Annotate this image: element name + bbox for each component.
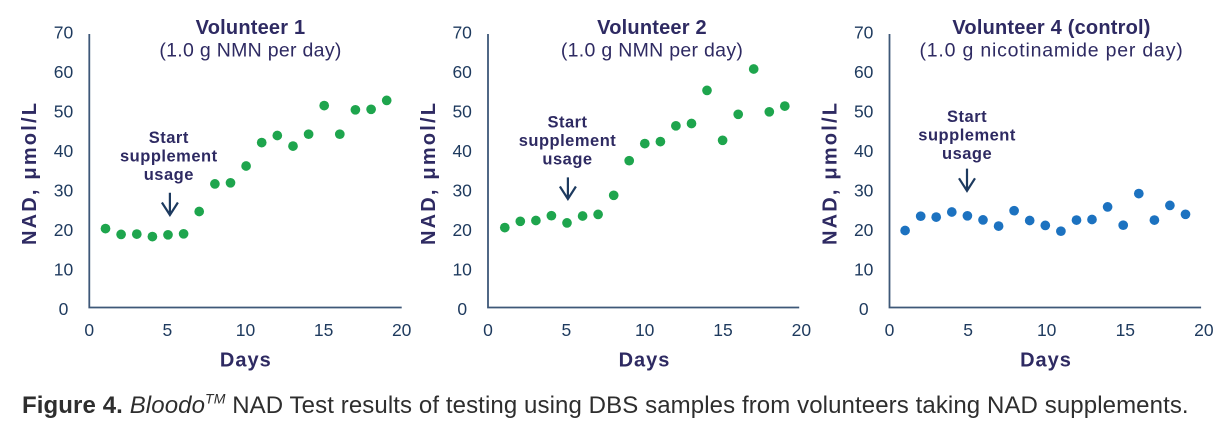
svg-text:20: 20 bbox=[54, 220, 74, 240]
svg-text:10: 10 bbox=[236, 320, 256, 340]
svg-text:20: 20 bbox=[452, 220, 472, 240]
svg-text:Volunteer 2: Volunteer 2 bbox=[597, 17, 707, 39]
svg-text:0: 0 bbox=[885, 320, 895, 340]
svg-text:10: 10 bbox=[635, 320, 655, 340]
svg-text:30: 30 bbox=[854, 180, 874, 200]
svg-text:supplement: supplement bbox=[519, 132, 617, 150]
svg-text:usage: usage bbox=[942, 145, 992, 163]
svg-text:40: 40 bbox=[54, 141, 74, 161]
svg-text:(1.0 g nicotinamide per day): (1.0 g nicotinamide per day) bbox=[919, 40, 1183, 62]
svg-text:Volunteer 4 (control): Volunteer 4 (control) bbox=[952, 17, 1150, 39]
svg-text:20: 20 bbox=[854, 220, 874, 240]
svg-text:Start: Start bbox=[547, 113, 587, 131]
svg-text:5: 5 bbox=[562, 320, 572, 340]
svg-text:usage: usage bbox=[542, 151, 592, 169]
svg-text:50: 50 bbox=[854, 101, 874, 121]
svg-text:NAD, μmol/L: NAD, μmol/L bbox=[418, 101, 440, 245]
svg-text:60: 60 bbox=[54, 62, 74, 82]
svg-text:Days: Days bbox=[220, 350, 272, 372]
svg-text:70: 70 bbox=[452, 22, 472, 42]
svg-text:0: 0 bbox=[84, 320, 94, 340]
svg-text:NAD, μmol/L: NAD, μmol/L bbox=[819, 101, 841, 245]
svg-text:60: 60 bbox=[854, 62, 874, 82]
svg-text:supplement: supplement bbox=[918, 127, 1016, 145]
svg-text:NAD, μmol/L: NAD, μmol/L bbox=[19, 101, 41, 245]
svg-text:70: 70 bbox=[854, 22, 874, 42]
svg-text:10: 10 bbox=[854, 259, 874, 279]
svg-text:15: 15 bbox=[1116, 320, 1135, 340]
svg-text:30: 30 bbox=[452, 180, 472, 200]
svg-text:supplement: supplement bbox=[120, 147, 218, 165]
svg-text:5: 5 bbox=[963, 320, 973, 340]
svg-text:40: 40 bbox=[452, 141, 472, 161]
svg-text:50: 50 bbox=[54, 101, 74, 121]
svg-text:10: 10 bbox=[54, 259, 74, 279]
svg-text:Volunteer 1: Volunteer 1 bbox=[196, 17, 306, 39]
svg-text:0: 0 bbox=[859, 299, 869, 319]
svg-text:Figure 4. BloodoTM NAD Test re: Figure 4. BloodoTM NAD Test results of t… bbox=[22, 390, 1189, 419]
svg-text:20: 20 bbox=[1194, 320, 1214, 340]
svg-text:Start: Start bbox=[149, 129, 189, 147]
svg-text:10: 10 bbox=[1037, 320, 1057, 340]
svg-text:usage: usage bbox=[144, 166, 194, 184]
svg-text:10: 10 bbox=[452, 259, 472, 279]
svg-text:40: 40 bbox=[854, 141, 874, 161]
svg-text:0: 0 bbox=[483, 320, 493, 340]
svg-text:15: 15 bbox=[314, 320, 333, 340]
svg-text:20: 20 bbox=[392, 320, 412, 340]
svg-text:70: 70 bbox=[54, 22, 74, 42]
svg-text:(1.0 g NMN per day): (1.0 g NMN per day) bbox=[561, 40, 743, 62]
svg-text:15: 15 bbox=[713, 320, 732, 340]
svg-text:Days: Days bbox=[619, 350, 671, 372]
svg-text:20: 20 bbox=[792, 320, 812, 340]
svg-text:30: 30 bbox=[54, 180, 74, 200]
svg-text:(1.0 g NMN per day): (1.0 g NMN per day) bbox=[159, 40, 341, 62]
svg-text:60: 60 bbox=[452, 62, 472, 82]
svg-text:Days: Days bbox=[1020, 350, 1072, 372]
svg-text:0: 0 bbox=[457, 299, 467, 319]
svg-text:50: 50 bbox=[452, 101, 472, 121]
svg-text:5: 5 bbox=[163, 320, 173, 340]
svg-text:Start: Start bbox=[947, 108, 987, 126]
svg-text:0: 0 bbox=[59, 299, 69, 319]
